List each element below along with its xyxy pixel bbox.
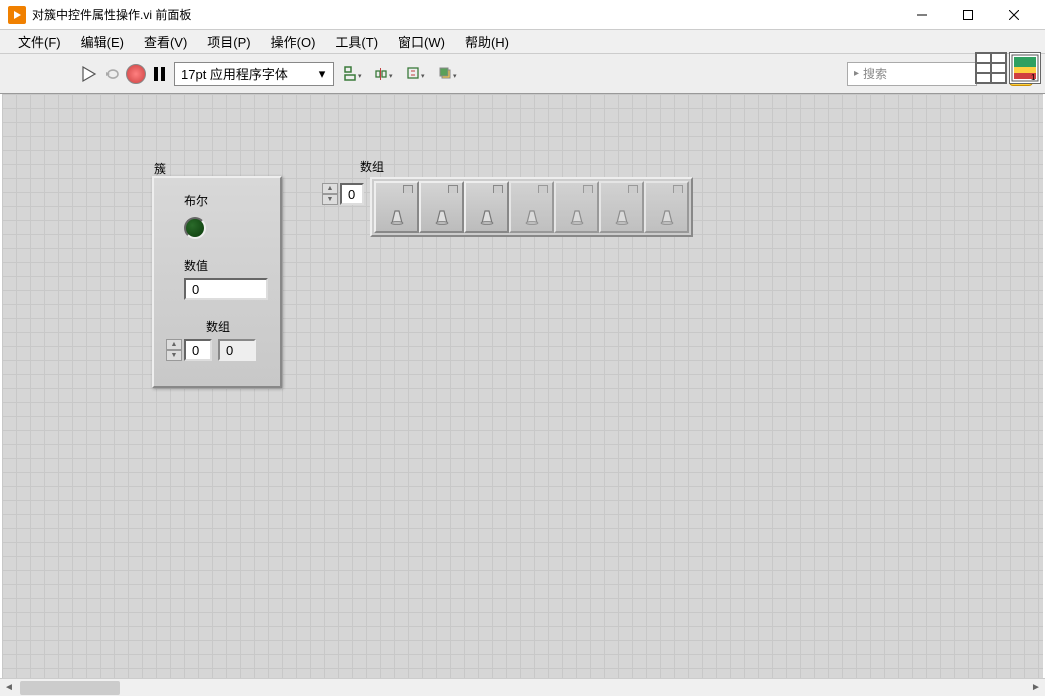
boolean-led[interactable] — [184, 217, 206, 239]
svg-text:▾: ▾ — [389, 73, 393, 80]
numeric-value[interactable]: 0 — [184, 278, 268, 300]
menu-help[interactable]: 帮助(H) — [455, 30, 519, 53]
search-input[interactable]: 搜索 — [847, 62, 977, 86]
scroll-right-icon[interactable]: ► — [1027, 680, 1045, 696]
app-icon — [8, 6, 26, 24]
window-buttons — [899, 0, 1037, 30]
svg-text:1: 1 — [1031, 73, 1036, 82]
pict-ring-element[interactable] — [419, 181, 464, 233]
scroll-left-icon[interactable]: ◄ — [0, 680, 18, 696]
array-elements-frame — [370, 177, 693, 237]
reorder-button[interactable]: ▾ — [436, 62, 464, 86]
cluster-control[interactable]: 簇 布尔 数值 0 数组 ▲▼ 0 0 — [152, 176, 282, 388]
close-button[interactable] — [991, 0, 1037, 30]
svg-text:▾: ▾ — [421, 73, 425, 80]
toolbar: 17pt 应用程序字体 ▾ ▾ ▾ ▾ ▾ 搜索 ? — [0, 54, 1045, 94]
maximize-button[interactable] — [945, 0, 991, 30]
icon-palette: 1 — [975, 52, 1041, 84]
front-panel-canvas[interactable]: 簇 布尔 数值 0 数组 ▲▼ 0 0 数组 ▲▼ 0 — [2, 94, 1043, 678]
menu-window[interactable]: 窗口(W) — [388, 30, 455, 53]
pause-button[interactable] — [148, 63, 170, 85]
cluster-array-index[interactable]: 0 — [184, 339, 212, 361]
menu-view[interactable]: 查看(V) — [134, 30, 197, 53]
search-placeholder: 搜索 — [863, 65, 887, 82]
scroll-thumb[interactable] — [20, 681, 120, 695]
menu-tools[interactable]: 工具(T) — [325, 30, 388, 53]
abort-button[interactable] — [126, 64, 146, 84]
cluster-label: 簇 — [154, 160, 166, 177]
pict-ring-element[interactable] — [509, 181, 554, 233]
menu-operate[interactable]: 操作(O) — [261, 30, 326, 53]
cluster-array-index-spinner[interactable]: ▲▼ — [166, 339, 182, 361]
array-control[interactable]: 数组 ▲▼ 0 — [322, 158, 693, 237]
array-index[interactable]: 0 — [340, 183, 364, 205]
menu-project[interactable]: 项目(P) — [197, 30, 260, 53]
horizontal-scrollbar[interactable]: ◄ ► — [0, 678, 1045, 696]
array-index-spinner[interactable]: ▲▼ — [322, 183, 338, 205]
menu-edit[interactable]: 编辑(E) — [71, 30, 134, 53]
boolean-label: 布尔 — [184, 192, 268, 209]
font-selector[interactable]: 17pt 应用程序字体 ▾ — [174, 62, 334, 86]
resize-button[interactable]: ▾ — [404, 62, 432, 86]
distribute-button[interactable]: ▾ — [372, 62, 400, 86]
run-button[interactable] — [78, 63, 100, 85]
cluster-array-label: 数组 — [206, 318, 268, 335]
minimize-button[interactable] — [899, 0, 945, 30]
svg-text:▾: ▾ — [453, 73, 457, 80]
run-continuous-button[interactable] — [102, 63, 124, 85]
align-button[interactable]: ▾ — [340, 62, 368, 86]
vi-icon[interactable]: 1 — [1009, 52, 1041, 84]
window-title: 对簇中控件属性操作.vi 前面板 — [32, 6, 899, 23]
run-controls — [78, 63, 170, 85]
array-label: 数组 — [360, 158, 693, 175]
pict-ring-element[interactable] — [554, 181, 599, 233]
title-bar: 对簇中控件属性操作.vi 前面板 — [0, 0, 1045, 30]
pict-ring-element[interactable] — [374, 181, 419, 233]
pict-ring-element[interactable] — [464, 181, 509, 233]
svg-text:▾: ▾ — [358, 73, 362, 80]
font-selector-label: 17pt 应用程序字体 — [181, 64, 288, 83]
connector-pane-icon[interactable] — [975, 52, 1007, 84]
pict-ring-element[interactable] — [644, 181, 689, 233]
cluster-array-element[interactable]: 0 — [218, 339, 256, 361]
numeric-label: 数值 — [184, 257, 268, 274]
pict-ring-element[interactable] — [599, 181, 644, 233]
menu-file[interactable]: 文件(F) — [8, 30, 71, 53]
chevron-down-icon: ▾ — [317, 64, 327, 84]
menu-bar: 文件(F) 编辑(E) 查看(V) 项目(P) 操作(O) 工具(T) 窗口(W… — [0, 30, 1045, 54]
